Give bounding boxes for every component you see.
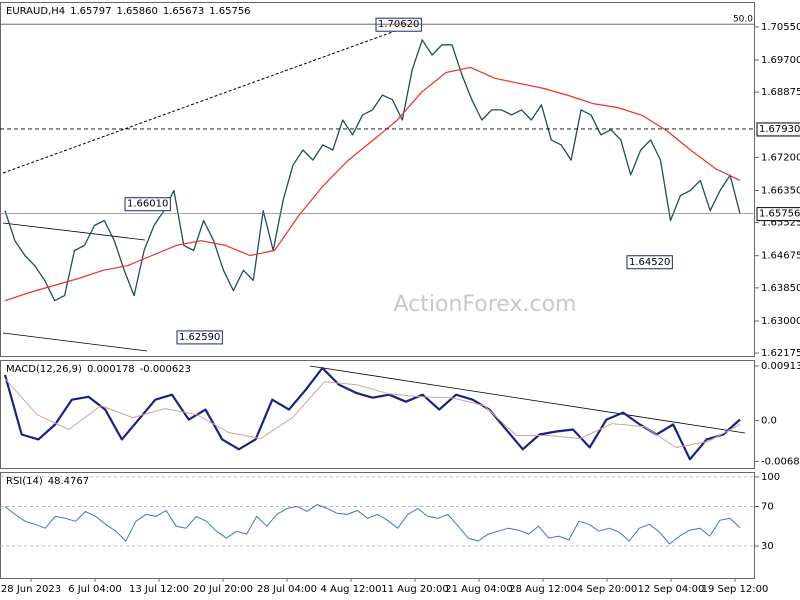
price-annotation: 1.62590 <box>179 332 220 343</box>
label-box <box>626 255 673 270</box>
label-box <box>124 197 171 212</box>
x-tick-label: 28 Jun 2023 <box>1 584 61 595</box>
y-tick-label: 1.63000 <box>761 316 800 327</box>
macd-trend-line <box>309 365 746 434</box>
label-box <box>375 17 422 32</box>
price-annotation: 1.70620 <box>378 19 419 30</box>
header-item: 1.65673 <box>163 6 204 17</box>
x-tick-label: 21 Aug 04:00 <box>445 584 512 595</box>
series-line <box>3 366 741 461</box>
y-tick-label: 0.0 <box>761 416 777 427</box>
header-item: 0.000178 <box>87 364 135 375</box>
label-box <box>756 207 800 222</box>
fib-label: 50.0 <box>733 15 753 25</box>
y-tick-label: 100 <box>761 472 780 483</box>
trend-line <box>2 21 421 174</box>
series-line <box>4 39 741 302</box>
panel-frame <box>0 360 755 469</box>
series-line <box>4 504 741 545</box>
panel-header: EURAUD,H4 1.65797 1.65860 1.65673 1.65756 <box>6 6 251 17</box>
series-line <box>4 378 741 448</box>
y-tick-label: 70 <box>761 502 774 513</box>
x-tick-label: 28 Aug 12:00 <box>509 584 576 595</box>
watermark: ActionForex.com <box>394 292 577 317</box>
y-tick-label: 1.62175 <box>761 348 800 359</box>
channel-line <box>2 222 146 241</box>
level-label: 1.67930 <box>759 124 800 135</box>
label-box <box>756 122 800 137</box>
y-tick-label: 1.68875 <box>761 87 800 98</box>
x-tick-label: 19 Sep 12:00 <box>702 584 769 595</box>
header-item: MACD(12,26,9) <box>6 364 82 375</box>
x-tick-label: 4 Aug 12:00 <box>320 584 381 595</box>
panel-header: MACD(12,26,9) 0.000178 -0.000623 <box>6 364 191 375</box>
y-tick-label: 1.65525 <box>761 218 800 229</box>
header-item: -0.000623 <box>140 364 191 375</box>
y-tick-label: 30 <box>761 541 774 552</box>
x-tick-label: 28 Jul 04:00 <box>257 584 317 595</box>
y-tick-label: 1.70550 <box>761 22 800 33</box>
y-tick-label: -0.006823 <box>761 456 800 467</box>
y-tick-label: 1.67200 <box>761 152 800 163</box>
x-tick-label: 20 Jul 20:00 <box>193 584 253 595</box>
current-price-label: 1.65756 <box>759 209 800 220</box>
x-tick-label: 11 Aug 20:00 <box>381 584 448 595</box>
label-box <box>176 330 223 345</box>
y-tick-label: 1.63850 <box>761 283 800 294</box>
panel-frame <box>0 2 755 357</box>
y-tick-label: 1.69700 <box>761 55 800 66</box>
y-tick-label: 1.64675 <box>761 251 800 262</box>
channel-line <box>2 332 148 352</box>
panel-frame <box>0 472 755 579</box>
price-annotation: 1.66010 <box>127 199 168 210</box>
header-item: 48.4767 <box>48 476 89 487</box>
y-tick-label: 0.00913 <box>761 361 800 372</box>
header-item: EURAUD,H4 <box>6 6 65 17</box>
panel-header: RSI(14) 48.4767 <box>6 476 89 487</box>
price-annotation: 1.64520 <box>629 257 670 268</box>
x-tick-label: 13 Jul 12:00 <box>129 584 189 595</box>
x-tick-label: 12 Sep 04:00 <box>638 584 705 595</box>
header-item: 1.65756 <box>209 6 250 17</box>
y-tick-label: 1.66350 <box>761 185 800 196</box>
header-item: RSI(14) <box>6 476 43 487</box>
x-tick-label: 6 Jul 04:00 <box>68 584 122 595</box>
header-item: 1.65797 <box>70 6 111 17</box>
x-tick-label: 4 Sep 20:00 <box>577 584 637 595</box>
series-line <box>4 66 741 302</box>
header-item: 1.65860 <box>116 6 157 17</box>
